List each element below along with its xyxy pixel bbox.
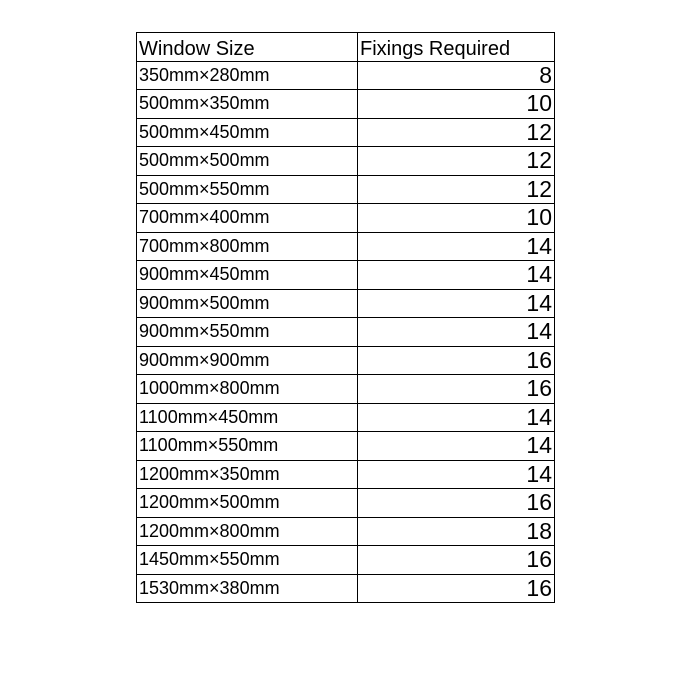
fixings-table: Window Size Fixings Required 350mm×280mm… (136, 32, 555, 603)
table-row: 1100mm×450mm 14 (136, 402, 555, 432)
fixings-cell: 10 (357, 203, 555, 233)
table-row: 1530mm×380mm 16 (136, 573, 555, 603)
table-row: 700mm×400mm 10 (136, 203, 555, 233)
window-size-cell: 1200mm×350mm (136, 459, 358, 489)
window-size-cell: 500mm×500mm (136, 146, 358, 176)
window-size-cell: 900mm×450mm (136, 260, 358, 290)
table-row: 900mm×500mm 14 (136, 288, 555, 318)
window-size-cell: 500mm×550mm (136, 174, 358, 204)
header-cell: Window Size (136, 32, 358, 62)
fixings-cell: 14 (357, 317, 555, 347)
table-row: 1000mm×800mm 16 (136, 374, 555, 404)
fixings-cell: 14 (357, 288, 555, 318)
window-size-cell: 500mm×450mm (136, 117, 358, 147)
window-size-cell: 900mm×500mm (136, 288, 358, 318)
header-cell: Fixings Required (357, 32, 555, 62)
fixings-cell: 16 (357, 374, 555, 404)
table-row: 1100mm×550mm 14 (136, 431, 555, 461)
window-size-cell: 1450mm×550mm (136, 545, 358, 575)
window-size-cell: 1100mm×550mm (136, 431, 358, 461)
table-row: 500mm×450mm 12 (136, 117, 555, 147)
window-size-cell: 1200mm×800mm (136, 516, 358, 546)
window-size-cell: 1100mm×450mm (136, 402, 358, 432)
table-row: 900mm×450mm 14 (136, 260, 555, 290)
table-row: 1200mm×800mm 18 (136, 516, 555, 546)
fixings-cell: 12 (357, 117, 555, 147)
table-row: 1200mm×500mm 16 (136, 488, 555, 518)
table-row: 500mm×350mm 10 (136, 89, 555, 119)
fixings-cell: 14 (357, 459, 555, 489)
fixings-cell: 18 (357, 516, 555, 546)
fixings-cell: 10 (357, 89, 555, 119)
table-row: 700mm×800mm 14 (136, 231, 555, 261)
table-row: 900mm×900mm 16 (136, 345, 555, 375)
window-size-cell: 1200mm×500mm (136, 488, 358, 518)
fixings-cell: 14 (357, 260, 555, 290)
table-row: 1450mm×550mm 16 (136, 545, 555, 575)
window-size-cell: 700mm×800mm (136, 231, 358, 261)
window-size-cell: 1000mm×800mm (136, 374, 358, 404)
table-row: 350mm×280mm 8 (136, 60, 555, 90)
table-row: 1200mm×350mm 14 (136, 459, 555, 489)
window-size-cell: 1530mm×380mm (136, 573, 358, 603)
header-row: Window Size Fixings Required (136, 32, 555, 62)
fixings-cell: 16 (357, 345, 555, 375)
table-row: 500mm×500mm 12 (136, 146, 555, 176)
window-size-cell: 900mm×900mm (136, 345, 358, 375)
window-size-cell: 350mm×280mm (136, 60, 358, 90)
fixings-cell: 16 (357, 545, 555, 575)
window-size-cell: 900mm×550mm (136, 317, 358, 347)
fixings-cell: 14 (357, 231, 555, 261)
window-size-cell: 700mm×400mm (136, 203, 358, 233)
fixings-cell: 14 (357, 431, 555, 461)
table-row: 500mm×550mm 12 (136, 174, 555, 204)
window-size-cell: 500mm×350mm (136, 89, 358, 119)
fixings-cell: 16 (357, 488, 555, 518)
fixings-cell: 14 (357, 402, 555, 432)
fixings-cell: 16 (357, 573, 555, 603)
table-row: 900mm×550mm 14 (136, 317, 555, 347)
fixings-cell: 8 (357, 60, 555, 90)
fixings-cell: 12 (357, 174, 555, 204)
fixings-cell: 12 (357, 146, 555, 176)
